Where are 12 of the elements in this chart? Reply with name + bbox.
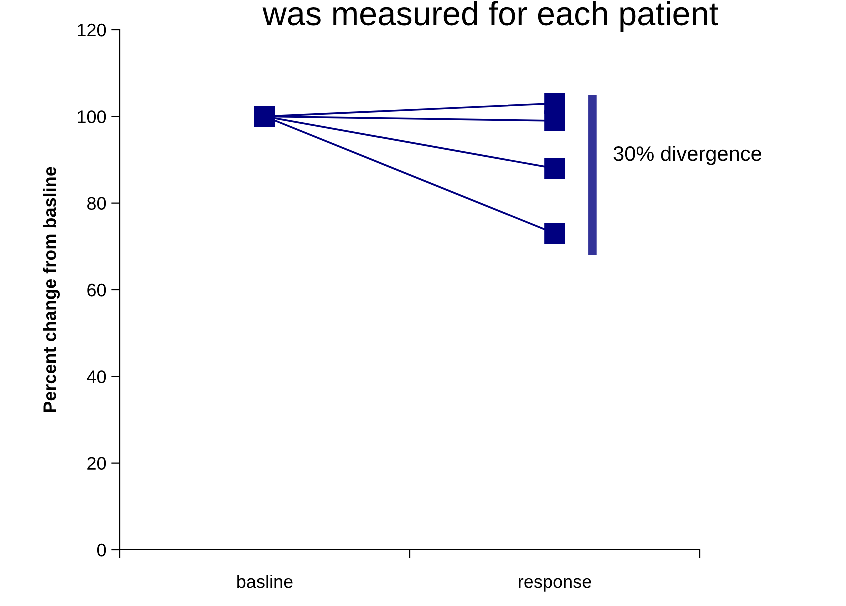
- x-tick-label: response: [519, 578, 592, 592]
- y-tick-label: 80: [88, 197, 106, 210]
- x-tick-label: basline: [238, 575, 293, 588]
- y-tick-label: 40: [87, 370, 106, 384]
- y-tick-label: 0: [97, 544, 106, 557]
- y-axis-title: Percent change from basline: [43, 167, 60, 412]
- y-tick-label: 100: [78, 110, 106, 124]
- annotation: 30% divergence: [614, 146, 762, 166]
- y-tick-label: 60: [88, 284, 106, 297]
- y-tick-label: 20: [88, 457, 106, 470]
- y-tick-label: 120: [78, 24, 106, 37]
- chart-title: was measured for each patient: [262, 1, 718, 32]
